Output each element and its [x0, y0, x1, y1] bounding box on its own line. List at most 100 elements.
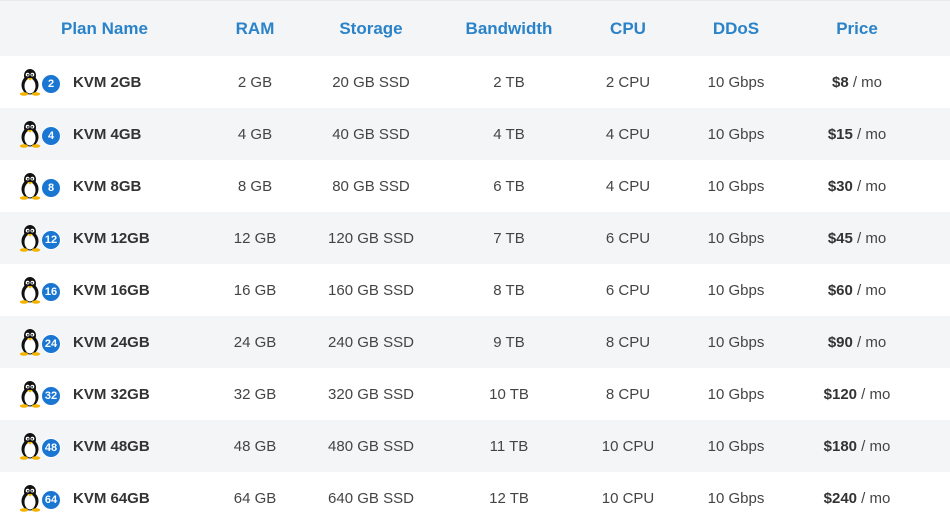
ddos-value: 10 Gbps — [707, 385, 765, 403]
table-row[interactable]: 2 KVM 2GB 2 GB 20 GB SSD 2 TB 2 CPU 10 G… — [0, 56, 950, 108]
plan-cell: 64 KVM 64GB — [0, 482, 210, 514]
ram-value: 4 GB — [237, 125, 273, 143]
table-header: Plan Name RAM Storage Bandwidth CPU DDoS… — [0, 0, 950, 56]
bandwidth-value: 6 TB — [493, 177, 525, 195]
plan-name: KVM 48GB — [73, 437, 150, 455]
storage-value: 20 GB SSD — [332, 73, 410, 91]
table-row[interactable]: 4 KVM 4GB 4 GB 40 GB SSD 4 TB 4 CPU 10 G… — [0, 108, 950, 160]
ram-value: 2 GB — [237, 73, 273, 91]
price-unit: / mo — [852, 229, 887, 247]
bandwidth-value: 7 TB — [493, 229, 525, 247]
ram-badge: 64 — [41, 490, 61, 510]
storage-value: 80 GB SSD — [332, 177, 410, 195]
ram-badge: 2 — [41, 74, 61, 94]
price-cell: $8 / mo — [792, 74, 922, 91]
table-row[interactable]: 48 KVM 48GB 48 GB 480 GB SSD 11 TB 10 CP… — [0, 420, 950, 472]
price-cell: $15 / mo — [792, 126, 922, 143]
price-cell: $90 / mo — [792, 334, 922, 351]
table-row[interactable]: 16 KVM 16GB 16 GB 160 GB SSD 8 TB 6 CPU … — [0, 264, 950, 316]
header-cpu[interactable]: CPU — [610, 18, 646, 38]
plan-cell: 16 KVM 16GB — [0, 274, 210, 306]
ram-value: 16 GB — [233, 281, 277, 299]
header-bandwidth[interactable]: Bandwidth — [465, 18, 553, 38]
price-unit: / mo — [857, 385, 891, 403]
storage-value: 240 GB SSD — [328, 333, 414, 351]
ram-value: 32 GB — [233, 385, 277, 403]
table-row[interactable]: 64 KVM 64GB 64 GB 640 GB SSD 12 TB 10 CP… — [0, 472, 950, 524]
header-plan-name[interactable]: Plan Name — [61, 18, 148, 38]
table-row[interactable]: 12 KVM 12GB 12 GB 120 GB SSD 7 TB 6 CPU … — [0, 212, 950, 264]
ram-badge: 12 — [41, 230, 61, 250]
cpu-value: 8 CPU — [605, 385, 651, 403]
price-value: $30 — [827, 177, 853, 195]
ddos-value: 10 Gbps — [707, 229, 765, 247]
plan-name: KVM 32GB — [73, 385, 150, 403]
cpu-value: 10 CPU — [601, 489, 655, 507]
ram-badge: 48 — [41, 438, 61, 458]
cpu-value: 4 CPU — [605, 177, 651, 195]
storage-value: 480 GB SSD — [328, 437, 414, 455]
ddos-value: 10 Gbps — [707, 125, 765, 143]
storage-value: 40 GB SSD — [332, 125, 410, 143]
plan-name: KVM 12GB — [73, 229, 150, 247]
price-cell: $120 / mo — [792, 386, 922, 403]
plan-cell: 48 KVM 48GB — [0, 430, 210, 462]
linux-tux-icon: 24 — [18, 326, 66, 358]
plan-name: KVM 2GB — [73, 73, 142, 91]
cpu-value: 6 CPU — [605, 281, 651, 299]
ram-value: 24 GB — [233, 333, 277, 351]
price-value: $90 — [827, 333, 853, 351]
storage-value: 640 GB SSD — [328, 489, 414, 507]
plan-name: KVM 64GB — [73, 489, 150, 507]
table-row[interactable]: 24 KVM 24GB 24 GB 240 GB SSD 9 TB 8 CPU … — [0, 316, 950, 368]
price-value: $180 — [823, 437, 858, 455]
plan-cell: 12 KVM 12GB — [0, 222, 210, 254]
linux-tux-icon: 8 — [18, 170, 66, 202]
ddos-value: 10 Gbps — [707, 281, 765, 299]
ram-badge: 32 — [41, 386, 61, 406]
ram-badge: 4 — [41, 126, 61, 146]
price-unit: / mo — [852, 177, 887, 195]
ddos-value: 10 Gbps — [707, 177, 765, 195]
ram-badge: 24 — [41, 334, 61, 354]
price-unit: / mo — [848, 73, 883, 91]
linux-tux-icon: 64 — [18, 482, 66, 514]
cpu-value: 8 CPU — [605, 333, 651, 351]
linux-tux-icon: 12 — [18, 222, 66, 254]
plan-name: KVM 4GB — [73, 125, 142, 143]
linux-tux-icon: 4 — [18, 118, 66, 150]
ddos-value: 10 Gbps — [707, 73, 765, 91]
header-ram[interactable]: RAM — [235, 18, 275, 38]
cpu-value: 4 CPU — [605, 125, 651, 143]
bandwidth-value: 9 TB — [493, 333, 525, 351]
plan-name: KVM 16GB — [73, 281, 150, 299]
price-cell: $240 / mo — [792, 490, 922, 507]
linux-tux-icon: 16 — [18, 274, 66, 306]
table-row[interactable]: 32 KVM 32GB 32 GB 320 GB SSD 10 TB 8 CPU… — [0, 368, 950, 420]
price-unit: / mo — [852, 333, 887, 351]
plan-cell: 8 KVM 8GB — [0, 170, 210, 202]
storage-value: 120 GB SSD — [328, 229, 414, 247]
bandwidth-value: 4 TB — [493, 125, 525, 143]
header-ddos[interactable]: DDoS — [712, 18, 760, 38]
bandwidth-value: 11 TB — [489, 437, 529, 455]
header-storage[interactable]: Storage — [339, 18, 403, 38]
plan-name: KVM 8GB — [73, 177, 142, 195]
header-price[interactable]: Price — [836, 18, 878, 38]
ram-value: 64 GB — [233, 489, 277, 507]
ram-value: 48 GB — [233, 437, 277, 455]
ram-value: 8 GB — [237, 177, 273, 195]
price-cell: $180 / mo — [792, 438, 922, 455]
ram-badge: 16 — [41, 282, 61, 302]
storage-value: 320 GB SSD — [328, 385, 414, 403]
cpu-value: 2 CPU — [605, 73, 651, 91]
price-unit: / mo — [857, 437, 891, 455]
price-value: $240 — [823, 489, 858, 507]
linux-tux-icon: 32 — [18, 378, 66, 410]
table-row[interactable]: 8 KVM 8GB 8 GB 80 GB SSD 6 TB 4 CPU 10 G… — [0, 160, 950, 212]
bandwidth-value: 12 TB — [489, 489, 529, 507]
ddos-value: 10 Gbps — [707, 437, 765, 455]
ddos-value: 10 Gbps — [707, 333, 765, 351]
linux-tux-icon: 48 — [18, 430, 66, 462]
bandwidth-value: 10 TB — [489, 385, 529, 403]
